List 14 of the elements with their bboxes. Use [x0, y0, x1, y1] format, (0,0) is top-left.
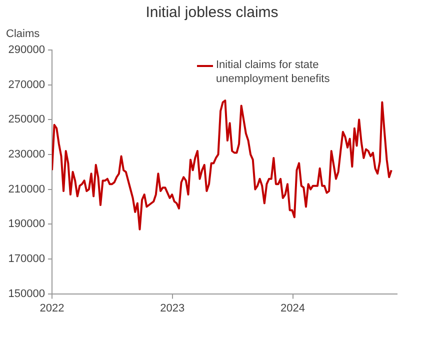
x-tick-label: 2023 [160, 302, 185, 314]
y-axis-title: Claims [6, 28, 40, 40]
y-tick-label: 190000 [8, 218, 45, 230]
chart-title: Initial jobless claims [144, 4, 280, 21]
y-tick-label: 150000 [8, 288, 45, 300]
y-tick-label: 270000 [8, 78, 45, 91]
y-tick-label: 210000 [8, 183, 45, 196]
y-tick-label: 170000 [8, 253, 45, 266]
x-tick-label: 2022 [40, 302, 64, 314]
y-tick-label: 290000 [8, 44, 45, 56]
y-tick-label: 250000 [8, 114, 45, 126]
legend-label: Initial claims for state unemployment benefits [216, 58, 331, 86]
x-tick-label: 2024 [280, 302, 306, 314]
y-tick-label: 230000 [8, 148, 45, 161]
